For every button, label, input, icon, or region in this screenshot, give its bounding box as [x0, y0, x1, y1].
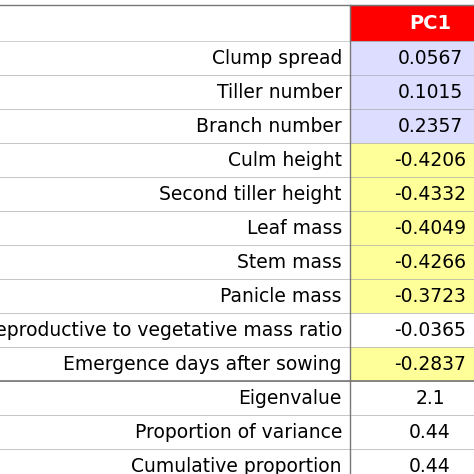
Text: -0.4332: -0.4332 — [394, 184, 466, 203]
Bar — [350, 415, 474, 449]
Text: Second tiller height: Second tiller height — [159, 184, 342, 203]
Text: Panicle mass: Panicle mass — [220, 286, 342, 306]
Bar — [350, 75, 474, 109]
Bar — [350, 211, 474, 245]
Bar — [350, 177, 474, 211]
Text: Stem mass: Stem mass — [237, 253, 342, 272]
Text: -0.4049: -0.4049 — [394, 219, 466, 237]
Bar — [0, 245, 350, 279]
Bar — [0, 313, 350, 347]
Text: -0.4206: -0.4206 — [394, 151, 466, 170]
Bar — [350, 5, 474, 41]
Bar — [0, 75, 350, 109]
Bar — [0, 177, 350, 211]
Text: 2.1: 2.1 — [415, 389, 445, 408]
Bar — [350, 279, 474, 313]
Bar — [0, 279, 350, 313]
Bar — [350, 41, 474, 75]
Bar — [350, 143, 474, 177]
Text: Branch number: Branch number — [196, 117, 342, 136]
Text: Tiller number: Tiller number — [217, 82, 342, 101]
Text: Leaf mass: Leaf mass — [247, 219, 342, 237]
Text: Eigenvalue: Eigenvalue — [238, 389, 342, 408]
Bar — [350, 347, 474, 381]
Text: 0.2357: 0.2357 — [397, 117, 463, 136]
Bar — [0, 381, 350, 415]
Bar — [350, 449, 474, 474]
Text: Proportion of variance: Proportion of variance — [135, 422, 342, 441]
Text: -0.2837: -0.2837 — [394, 355, 466, 374]
Bar — [0, 449, 350, 474]
Bar — [0, 347, 350, 381]
Text: PC1: PC1 — [409, 13, 451, 33]
Text: -0.0365: -0.0365 — [394, 320, 466, 339]
Text: Clump spread: Clump spread — [211, 48, 342, 67]
Bar — [0, 211, 350, 245]
Text: 0.44: 0.44 — [409, 456, 451, 474]
Bar — [0, 143, 350, 177]
Bar — [350, 245, 474, 279]
Text: Cumulative proportion: Cumulative proportion — [131, 456, 342, 474]
Text: Culm height: Culm height — [228, 151, 342, 170]
Text: -0.3723: -0.3723 — [394, 286, 466, 306]
Text: Reproductive to vegetative mass ratio: Reproductive to vegetative mass ratio — [0, 320, 342, 339]
Bar — [350, 109, 474, 143]
Bar — [0, 109, 350, 143]
Text: -0.4266: -0.4266 — [394, 253, 466, 272]
Text: 0.44: 0.44 — [409, 422, 451, 441]
Text: Emergence days after sowing: Emergence days after sowing — [64, 355, 342, 374]
Text: 0.0567: 0.0567 — [397, 48, 463, 67]
Bar — [350, 381, 474, 415]
Text: 0.1015: 0.1015 — [397, 82, 463, 101]
Bar — [0, 41, 350, 75]
Bar — [0, 415, 350, 449]
Bar — [350, 313, 474, 347]
